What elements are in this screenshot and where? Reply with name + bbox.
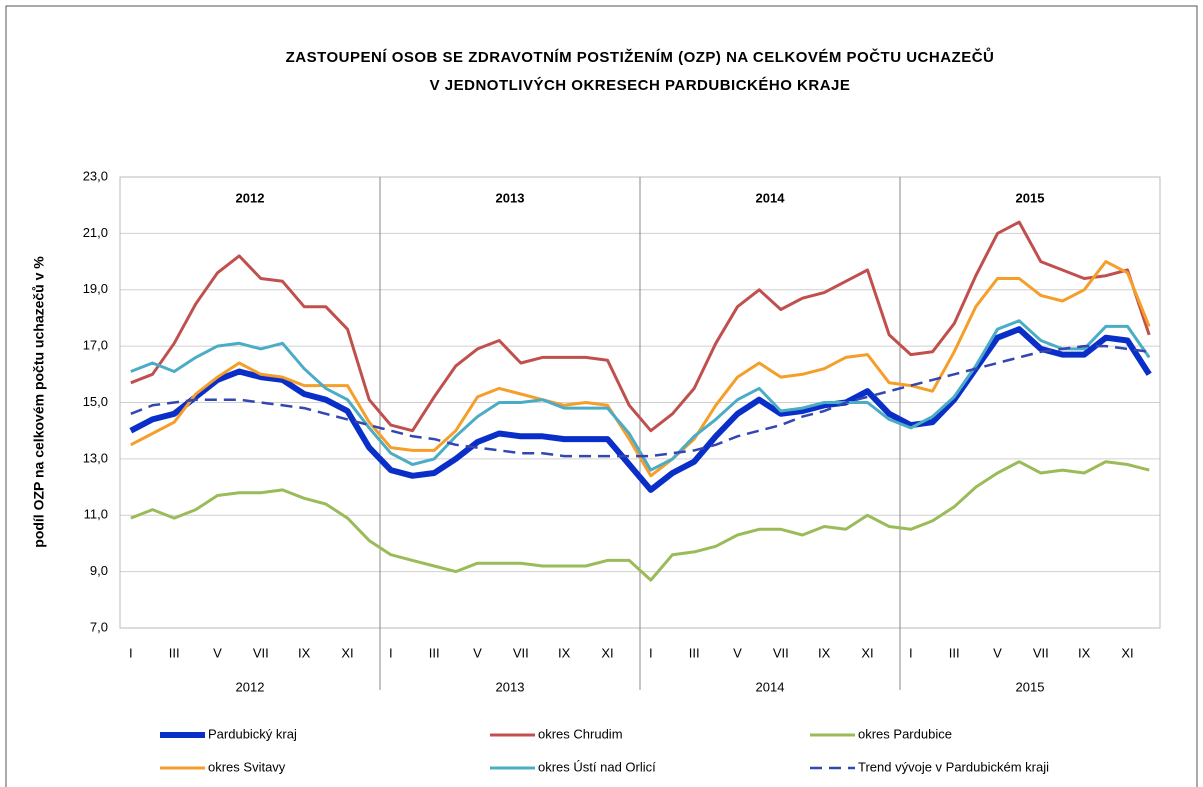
y-tick-label: 7,0 (90, 619, 108, 634)
x-tick-label: I (649, 645, 653, 660)
x-tick-label: VII (773, 645, 789, 660)
x-tick-label: I (129, 645, 133, 660)
x-tick-label: XI (1121, 645, 1133, 660)
x-tick-label: I (389, 645, 393, 660)
year-axis-label: 2014 (756, 679, 785, 694)
year-label: 2014 (756, 190, 786, 205)
x-tick-label: IX (1078, 645, 1091, 660)
x-tick-label: VII (1033, 645, 1049, 660)
x-tick-label: IX (558, 645, 571, 660)
x-tick-label: XI (861, 645, 873, 660)
x-tick-label: III (429, 645, 440, 660)
x-tick-label: IX (298, 645, 311, 660)
y-tick-label: 17,0 (83, 338, 108, 353)
x-tick-label: III (949, 645, 960, 660)
y-tick-label: 11,0 (84, 507, 108, 522)
legend-label: okres Chrudim (538, 726, 623, 741)
x-tick-label: V (213, 645, 222, 660)
x-tick-label: VII (513, 645, 529, 660)
year-label: 2012 (236, 190, 265, 205)
series-line (130, 319, 1151, 472)
series-line (130, 220, 1151, 433)
y-tick-label: 19,0 (83, 281, 108, 296)
series-line (130, 260, 1151, 478)
frame (5, 5, 1198, 787)
legend-label: okres Svitavy (208, 759, 286, 774)
series-line (130, 460, 1150, 582)
year-axis-label: 2012 (236, 679, 265, 694)
chart-title: ZASTOUPENÍ OSOB SE ZDRAVOTNÍM POSTIŽENÍM… (286, 47, 995, 66)
x-tick-label: V (473, 645, 482, 660)
y-axis-label: podíl OZP na celkovém počtu uchazečů v % (31, 256, 47, 548)
x-tick-label: XI (341, 645, 353, 660)
year-label: 2015 (1016, 190, 1045, 205)
x-tick-label: III (689, 645, 700, 660)
y-tick-label: 13,0 (83, 450, 108, 465)
y-tick-label: 23,0 (83, 168, 108, 183)
legend-label: okres Pardubice (858, 726, 952, 741)
legend-label: okres Ústí nad Orlicí (538, 759, 656, 774)
x-tick-label: V (993, 645, 1002, 660)
series-line (129, 326, 1152, 493)
year-axis-label: 2013 (496, 679, 525, 694)
y-tick-label: 9,0 (90, 563, 108, 578)
x-tick-label: VII (253, 645, 269, 660)
y-tick-label: 15,0 (83, 394, 108, 409)
x-tick-label: XI (601, 645, 613, 660)
year-label: 2013 (496, 190, 525, 205)
x-tick-label: III (169, 645, 180, 660)
x-tick-label: IX (818, 645, 831, 660)
year-axis-label: 2015 (1016, 679, 1045, 694)
x-tick-label: I (909, 645, 913, 660)
y-tick-label: 21,0 (83, 225, 108, 240)
chart-title: V JEDNOTLIVÝCH OKRESECH PARDUBICKÉHO KRA… (430, 76, 851, 94)
legend-label: Pardubický kraj (208, 726, 297, 741)
x-tick-label: V (733, 645, 742, 660)
series-line (130, 344, 1150, 458)
legend-label: Trend vývoje v Pardubickém kraji (858, 759, 1049, 774)
